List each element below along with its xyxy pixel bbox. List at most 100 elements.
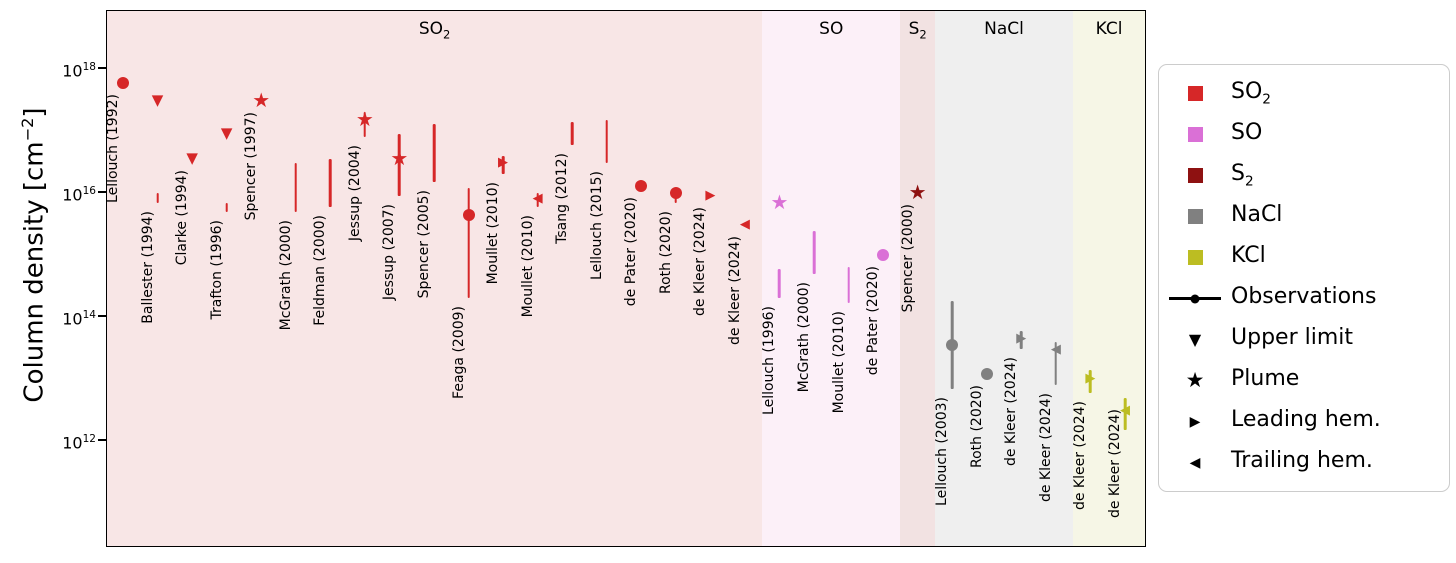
- legend: SO2 SO S2 NaCl KCl Observations ▼ Upper limit ★ P…: [1158, 64, 1450, 492]
- legend-label-leading-hem: Leading hem.: [1231, 407, 1381, 433]
- observation-label: McGrath (2000): [277, 219, 294, 330]
- error-bar: [1089, 369, 1092, 393]
- plume-marker: ★: [252, 88, 271, 113]
- section-KCl: [1073, 11, 1145, 546]
- legend-so2-icon: [1159, 86, 1231, 101]
- legend-item-so2: SO2: [1159, 73, 1449, 114]
- legend-item-so: SO: [1159, 114, 1449, 155]
- observation-marker: [462, 208, 475, 221]
- observation-label: Roth (2020): [657, 210, 674, 294]
- trailing-hem-marker: ◀: [1119, 403, 1130, 419]
- observation-label: de Kleer (2024): [1037, 393, 1054, 503]
- legend-label-so2: SO2: [1231, 79, 1271, 108]
- upper-limit-marker: ▼: [186, 149, 198, 168]
- trailing-hem-marker: ◀: [532, 191, 543, 207]
- error-bar: [398, 133, 401, 196]
- observation-label: Tsang (2012): [554, 152, 571, 244]
- legend-item-observations: Observations: [1159, 278, 1449, 319]
- error-bar: [501, 155, 505, 175]
- leading-hem-marker: ▶: [498, 155, 509, 171]
- y-tick-label: 1012: [62, 433, 96, 453]
- error-bar: [363, 112, 367, 137]
- observation-label: de Kleer (2024): [726, 236, 743, 346]
- legend-kcl-icon: [1159, 250, 1231, 265]
- observation-marker: [117, 76, 129, 89]
- observation-label: Spencer (1997): [243, 112, 260, 221]
- error-bar: [329, 159, 332, 207]
- section-label-S2: S2: [908, 19, 927, 42]
- y-tick-label: 1016: [62, 185, 96, 205]
- legend-label-kcl: KCl: [1231, 243, 1266, 269]
- plume-marker: ★: [355, 107, 374, 132]
- section-label-SO2: SO2: [418, 19, 451, 42]
- observation-label: Feldman (2000): [312, 214, 329, 326]
- legend-item-trailing-hem: ◀ Trailing hem.: [1159, 442, 1449, 483]
- observation-label: Lellouch (2003): [934, 396, 951, 506]
- observation-marker: [635, 179, 648, 192]
- legend-observations-icon: [1159, 294, 1231, 303]
- observation-marker: [946, 339, 959, 352]
- error-bar: [1123, 397, 1127, 431]
- observation-label: Lellouch (2015): [588, 171, 605, 281]
- legend-item-s2: S2: [1159, 155, 1449, 196]
- observation-label: Moullet (2010): [519, 214, 536, 318]
- legend-label-upper-limit: Upper limit: [1231, 325, 1353, 351]
- plume-marker: ★: [390, 146, 409, 171]
- observation-label: de Pater (2020): [865, 266, 882, 376]
- legend-leading-hem-icon: ▶: [1189, 413, 1201, 430]
- trailing-hem-marker: ◀: [739, 217, 750, 233]
- legend-label-observations: Observations: [1231, 284, 1377, 310]
- legend-s2-icon: [1159, 168, 1231, 183]
- legend-item-leading-hem: ▶ Leading hem.: [1159, 401, 1449, 442]
- legend-label-plume: Plume: [1231, 366, 1300, 392]
- observation-label: Moullet (2010): [485, 182, 502, 285]
- observation-label: Spencer (2000): [899, 204, 916, 313]
- observation-label: Trafton (1996): [208, 219, 225, 320]
- legend-label-trailing-hem: Trailing hem.: [1231, 448, 1373, 474]
- observation-label: McGrath (2000): [796, 281, 812, 392]
- legend-label-so: SO: [1231, 120, 1263, 146]
- observation-label: Clarke (1994): [174, 170, 191, 266]
- observation-marker: [980, 368, 993, 381]
- observation-label: de Pater (2020): [623, 196, 640, 307]
- legend-label-nacl: NaCl: [1231, 202, 1283, 228]
- error-bar: [605, 120, 608, 164]
- plume-marker: ★: [770, 189, 789, 214]
- error-bar: [156, 193, 159, 203]
- observation-marker: [669, 187, 682, 199]
- error-bar: [467, 188, 470, 299]
- section-NaCl: [934, 11, 1075, 546]
- y-tick-label: 1018: [62, 61, 96, 81]
- observation-label: Roth (2020): [968, 385, 985, 469]
- legend-item-kcl: KCl: [1159, 237, 1449, 278]
- leading-hem-marker: ▶: [705, 188, 716, 204]
- observation-label: Jessup (2007): [381, 203, 398, 300]
- legend-upper-limit-icon: ▼: [1188, 329, 1202, 349]
- legend-label-s2: S2: [1231, 161, 1254, 190]
- error-bar: [294, 163, 298, 212]
- section-label-SO: SO: [819, 19, 844, 39]
- error-bar: [847, 266, 850, 303]
- observation-label: Feaga (2009): [450, 306, 467, 400]
- observation-label: de Kleer (2024): [1106, 409, 1123, 519]
- section-SO: [762, 11, 902, 546]
- observation-label: Jessup (2004): [346, 145, 363, 242]
- trailing-hem-marker: ◀: [1050, 342, 1061, 358]
- observation-label: Lellouch (1992): [106, 93, 121, 203]
- observation-label: Lellouch (1996): [761, 306, 778, 416]
- error-bar: [536, 193, 539, 207]
- error-bar: [432, 123, 436, 183]
- y-tick-mark: [98, 67, 106, 69]
- observation-label: de Kleer (2024): [1072, 400, 1089, 510]
- plume-marker: ★: [908, 180, 927, 204]
- y-tick-mark: [98, 191, 106, 193]
- observation-label: de Kleer (2024): [692, 206, 709, 316]
- error-bar: [225, 202, 228, 212]
- observation-marker: [877, 249, 890, 261]
- leading-hem-marker: ▶: [1085, 371, 1096, 387]
- observation-label: Ballester (1994): [139, 210, 156, 324]
- y-tick-mark: [98, 439, 106, 441]
- legend-item-upper-limit: ▼ Upper limit: [1159, 319, 1449, 360]
- y-tick-label: 1014: [62, 309, 96, 329]
- legend-nacl-icon: [1159, 209, 1231, 224]
